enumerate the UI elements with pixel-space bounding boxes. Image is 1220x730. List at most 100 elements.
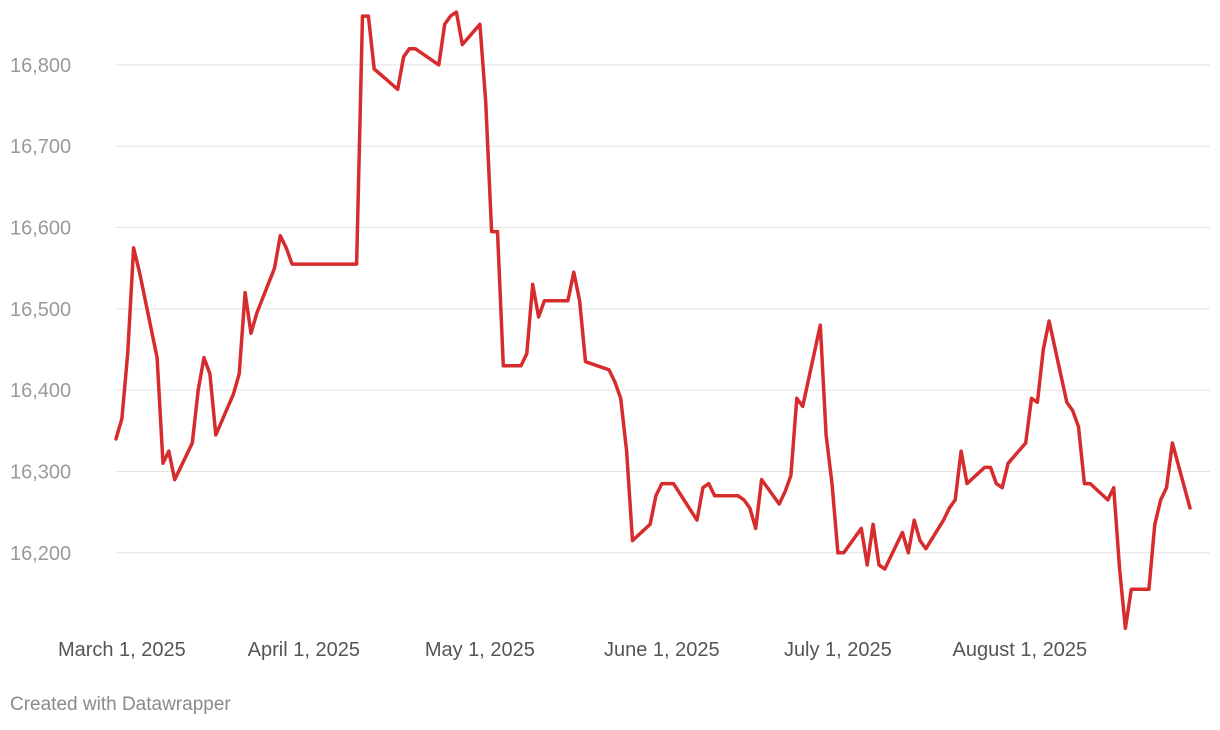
x-tick-label: June 1, 2025 [604, 639, 720, 661]
y-tick-label: 16,300 [10, 461, 71, 483]
data-point [777, 502, 781, 506]
data-point [161, 461, 165, 465]
data-point [672, 482, 676, 486]
data-point [496, 230, 500, 234]
y-axis-ticks: 16,200 16,300 16,400 16,500 16,600 16,700 16,8… [10, 55, 71, 565]
data-point [249, 331, 253, 335]
data-point [355, 262, 359, 266]
data-point [407, 47, 411, 51]
data-point [537, 315, 541, 319]
data-point [783, 490, 787, 494]
data-point [1006, 461, 1010, 465]
data-point [190, 441, 194, 445]
data-point [631, 539, 635, 543]
data-point [237, 372, 241, 376]
data-point [542, 299, 546, 303]
data-point [214, 433, 218, 437]
data-point [942, 518, 946, 522]
data-point [460, 43, 464, 47]
data-point [1123, 626, 1127, 630]
data-point [713, 494, 717, 498]
data-point [155, 356, 159, 360]
x-tick-label: July 1, 2025 [784, 639, 892, 661]
data-point [877, 563, 881, 567]
data-point [801, 404, 805, 408]
data-point [830, 482, 834, 486]
data-point [625, 449, 629, 453]
data-point [1071, 409, 1075, 413]
data-point [953, 498, 957, 502]
data-point [231, 392, 235, 396]
data-point [989, 465, 993, 469]
data-point [947, 506, 951, 510]
data-point [1129, 587, 1133, 591]
y-tick-label: 16,600 [10, 218, 71, 240]
data-point [454, 10, 458, 14]
data-point [965, 482, 969, 486]
series-layer [114, 10, 1192, 631]
y-tick-label: 16,700 [10, 136, 71, 158]
data-point [660, 482, 664, 486]
data-point [437, 63, 441, 67]
x-tick-label: May 1, 2025 [425, 639, 535, 661]
data-point [1188, 506, 1192, 510]
data-point [994, 482, 998, 486]
data-point [490, 230, 494, 234]
data-point [525, 352, 529, 356]
data-point [1159, 498, 1163, 502]
data-point [1047, 319, 1051, 323]
data-point [859, 526, 863, 530]
data-point [255, 311, 259, 315]
gridlines [116, 64, 1210, 554]
data-point [243, 291, 247, 295]
data-point [1112, 486, 1116, 490]
data-point [361, 14, 365, 18]
data-point [959, 449, 963, 453]
data-point [1000, 486, 1004, 490]
data-point [824, 433, 828, 437]
data-point [613, 380, 617, 384]
data-point [1082, 482, 1086, 486]
data-point [900, 530, 904, 534]
data-point [748, 506, 752, 510]
x-axis-ticks: March 1, 2025 April 1, 2025 May 1, 2025 Jun… [58, 639, 1087, 661]
data-point [278, 234, 282, 238]
data-point [120, 417, 124, 421]
y-tick-label: 16,800 [10, 55, 71, 77]
data-point [208, 372, 212, 376]
data-point [1106, 498, 1110, 502]
data-point [449, 14, 453, 18]
y-tick-label: 16,400 [10, 380, 71, 402]
data-point [531, 282, 535, 286]
data-point [114, 437, 118, 441]
y-tick-label: 16,200 [10, 543, 71, 565]
data-point [1024, 441, 1028, 445]
data-point [654, 494, 658, 498]
data-point [1153, 522, 1157, 526]
data-point [167, 449, 171, 453]
data-point [202, 356, 206, 360]
data-point [1041, 348, 1045, 352]
data-point [396, 87, 400, 91]
data-point [842, 551, 846, 555]
data-point [795, 396, 799, 400]
y-tick-label: 16,500 [10, 299, 71, 321]
data-point [619, 396, 623, 400]
line-chart: 16,200 16,300 16,400 16,500 16,600 16,700 16,8… [10, 10, 1210, 661]
data-point [918, 539, 922, 543]
data-point [836, 551, 840, 555]
data-point [578, 299, 582, 303]
data-point [607, 368, 611, 372]
series-line [114, 10, 1192, 631]
data-point [366, 14, 370, 18]
data-point [519, 364, 523, 368]
data-point [1088, 482, 1092, 486]
data-point [372, 67, 376, 71]
data-point [1118, 567, 1122, 571]
data-point [173, 478, 177, 482]
data-point [478, 22, 482, 26]
data-point [314, 262, 318, 266]
data-point [1147, 587, 1151, 591]
data-point [871, 522, 875, 526]
x-tick-label: August 1, 2025 [953, 639, 1088, 661]
